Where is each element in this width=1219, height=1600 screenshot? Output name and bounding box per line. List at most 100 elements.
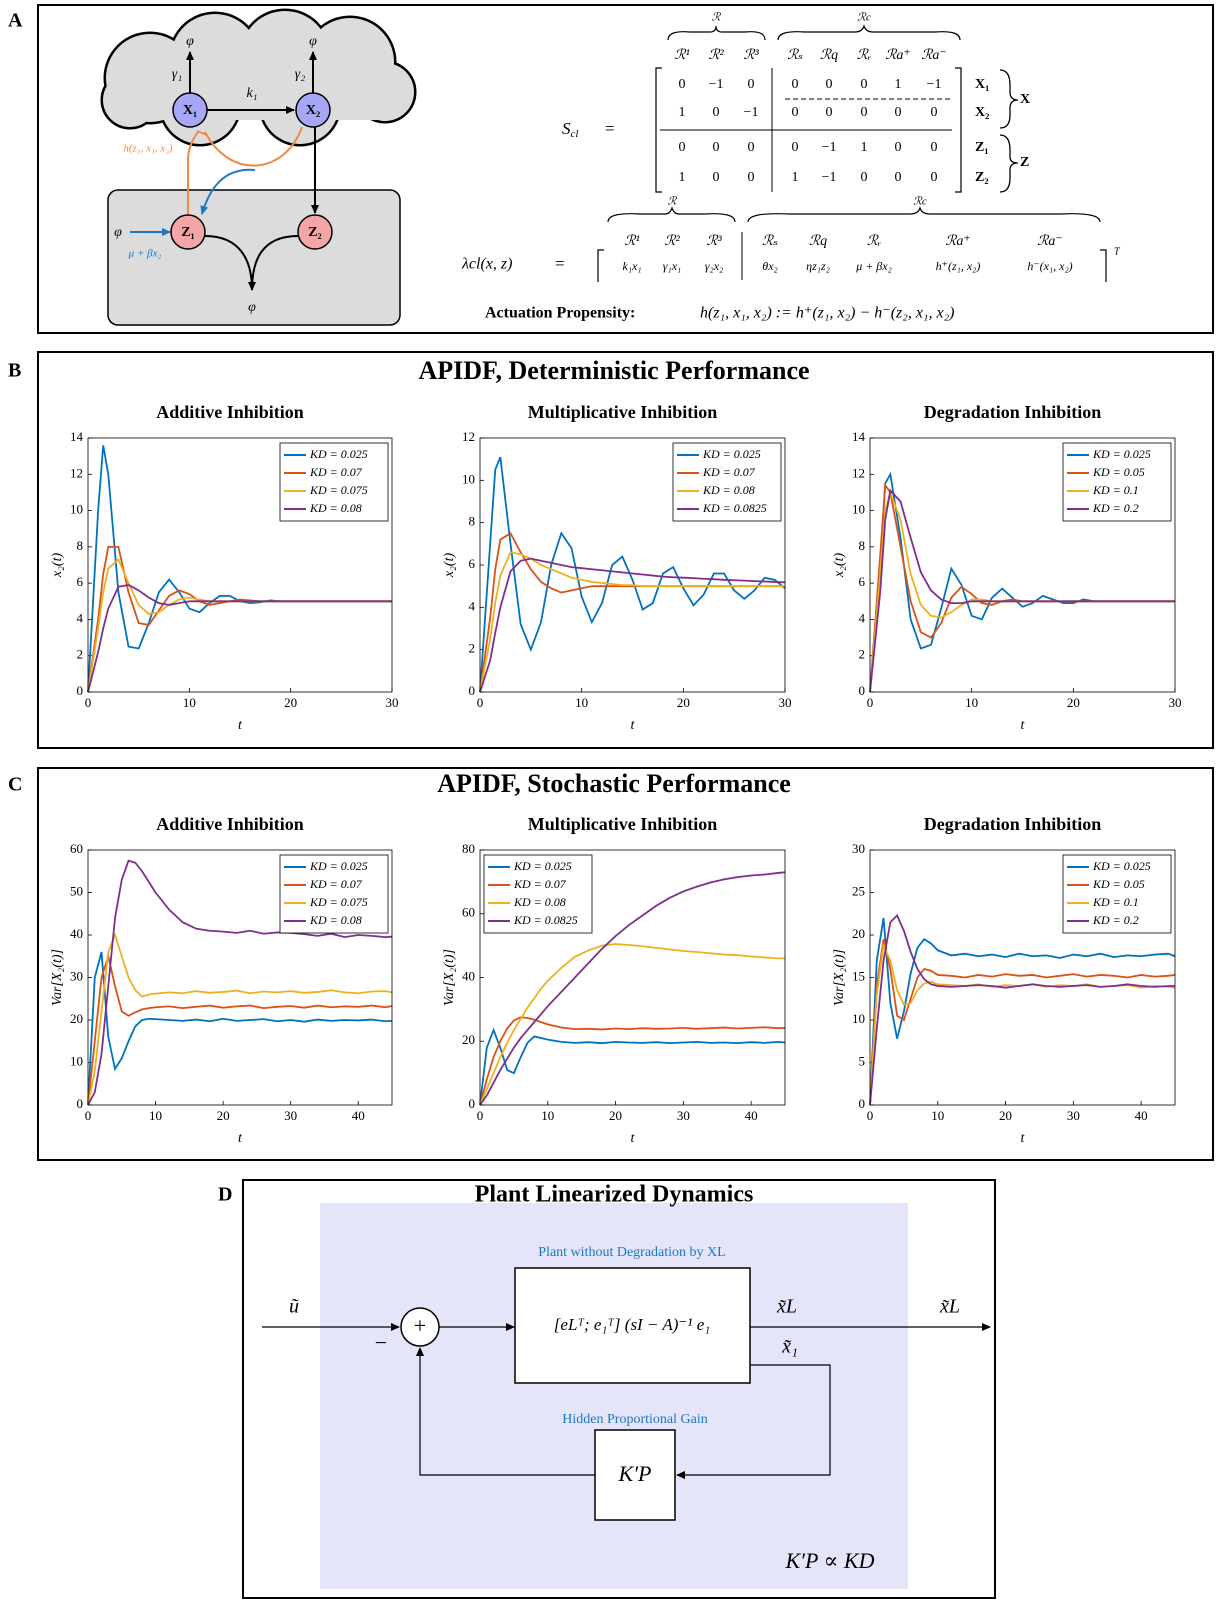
series-line [479,551,785,693]
matrix-entry: 1 [679,105,686,120]
legend-label: KD = 0.025 [513,859,572,873]
y-tick-label: 20 [462,1032,475,1047]
section-title: APIDF, Stochastic Performance [437,769,791,798]
x-tick-label: 10 [149,1108,162,1123]
legend-label: KD = 0.075 [309,895,368,909]
legend-label: KD = 0.2 [1092,913,1139,927]
signal-label: x̃L [776,1296,797,1318]
y-tick-label: 40 [70,926,83,941]
x-axis-label: t [631,718,636,733]
chart-title: Degradation Inhibition [924,814,1102,834]
matrix-entry: 0 [861,77,868,92]
x-tick-label: 10 [183,695,196,710]
signal-line [416,1347,595,1476]
y-tick-label: 30 [70,968,83,983]
row-brace [999,134,1019,193]
matrix-entry: −1 [709,77,724,92]
signal-line [676,1364,831,1479]
y-tick-label: 4 [469,598,476,613]
y-axis-label: Var[X₂(t)] [832,949,847,1006]
transpose: T [1114,246,1121,257]
cloud [100,8,417,147]
sum-sign: + [414,1313,426,1338]
node-label: X₁ [183,103,197,118]
series-line [869,917,1176,1106]
matrix-entry: 0 [792,77,799,92]
y-tick-label: 25 [852,883,865,898]
edge-label: μ + βx₂ [128,248,162,260]
series-line [87,859,393,1106]
gain-caption: Hidden Proportional Gain [562,1412,707,1427]
series-line [479,871,786,1106]
matrix-entry: 1 [861,140,868,155]
x-tick-label: 30 [386,695,399,710]
vector-entry: γ₁x₁ [663,259,681,273]
y-tick-label: 15 [852,968,865,983]
matrix-bracket [655,67,962,193]
matrix-entry: 0 [748,77,755,92]
row-label: X₂ [975,105,989,120]
matrix-entry: 0 [679,140,686,155]
group-label: ℛ [668,196,678,208]
signal-label: x̃L [939,1296,960,1318]
matrix-entry: 1 [895,77,902,92]
matrix-entry: −1 [927,77,942,92]
matrix-entry: 0 [826,77,833,92]
gain-relation: K′P ∝ KD [785,1548,875,1573]
row-label: X₁ [975,77,989,92]
legend-label: KD = 0.025 [309,859,368,873]
x-axis-label: t [238,718,243,733]
x-tick-label: 20 [609,1108,622,1123]
y-tick-label: 12 [70,465,83,480]
series-line [869,939,1176,1106]
gain-block [594,1429,676,1521]
matrix-entry: 0 [931,140,938,155]
y-tick-label: 40 [462,968,475,983]
panel-label: C [8,774,22,796]
matrix-entry: 0 [861,105,868,120]
panel-frame [37,351,1214,749]
node-label: Z₁ [181,225,195,240]
y-tick-label: 10 [852,1011,865,1026]
vector-entry: h⁺(z₁, x₂) [936,259,981,273]
row-label: Z₁ [975,140,989,155]
legend-label: KD = 0.07 [309,877,363,891]
equals: = [605,119,615,138]
plot-frame [869,437,1176,693]
row-label: Z₂ [975,170,989,185]
legend-label: KD = 0.0825 [513,913,578,927]
y-tick-label: 10 [852,502,865,517]
x-tick-label: 0 [85,1108,92,1123]
matrix-entry: 0 [748,140,755,155]
matrix-entry: 0 [895,140,902,155]
y-tick-label: 8 [859,538,866,553]
y-tick-label: 14 [70,429,84,444]
column-header: ℛq [809,234,827,249]
y-tick-label: 6 [77,574,84,589]
column-header: ℛₛ [787,48,803,63]
y-tick-label: 2 [77,647,84,662]
matrix-entry: −1 [822,170,837,185]
x-tick-label: 0 [477,1108,484,1123]
signal-label: x̃₁ [781,1336,798,1358]
matrix-symbol: S [562,119,571,138]
column-header: ℛ¹ [624,234,639,249]
column-header: ℛ¹ [674,48,689,63]
y-tick-label: 0 [469,683,476,698]
plant-block [514,1267,751,1384]
y-tick-label: 5 [859,1053,866,1068]
sum-sign: − [375,1330,387,1355]
plot-frame [479,437,786,693]
y-axis-label: x₂(t) [832,553,847,579]
x-axis-label: t [631,1131,636,1146]
x-tick-label: 30 [1169,695,1182,710]
matrix-entry: 0 [679,77,686,92]
matrix-entry: 0 [931,105,938,120]
matrix-label: Scl [562,119,578,140]
y-tick-label: 10 [70,502,83,517]
matrix-entry: 0 [792,105,799,120]
node [170,214,206,250]
column-header: ℛ³ [743,48,759,63]
x-tick-label: 20 [999,1108,1012,1123]
vector-bracket [597,249,1107,282]
